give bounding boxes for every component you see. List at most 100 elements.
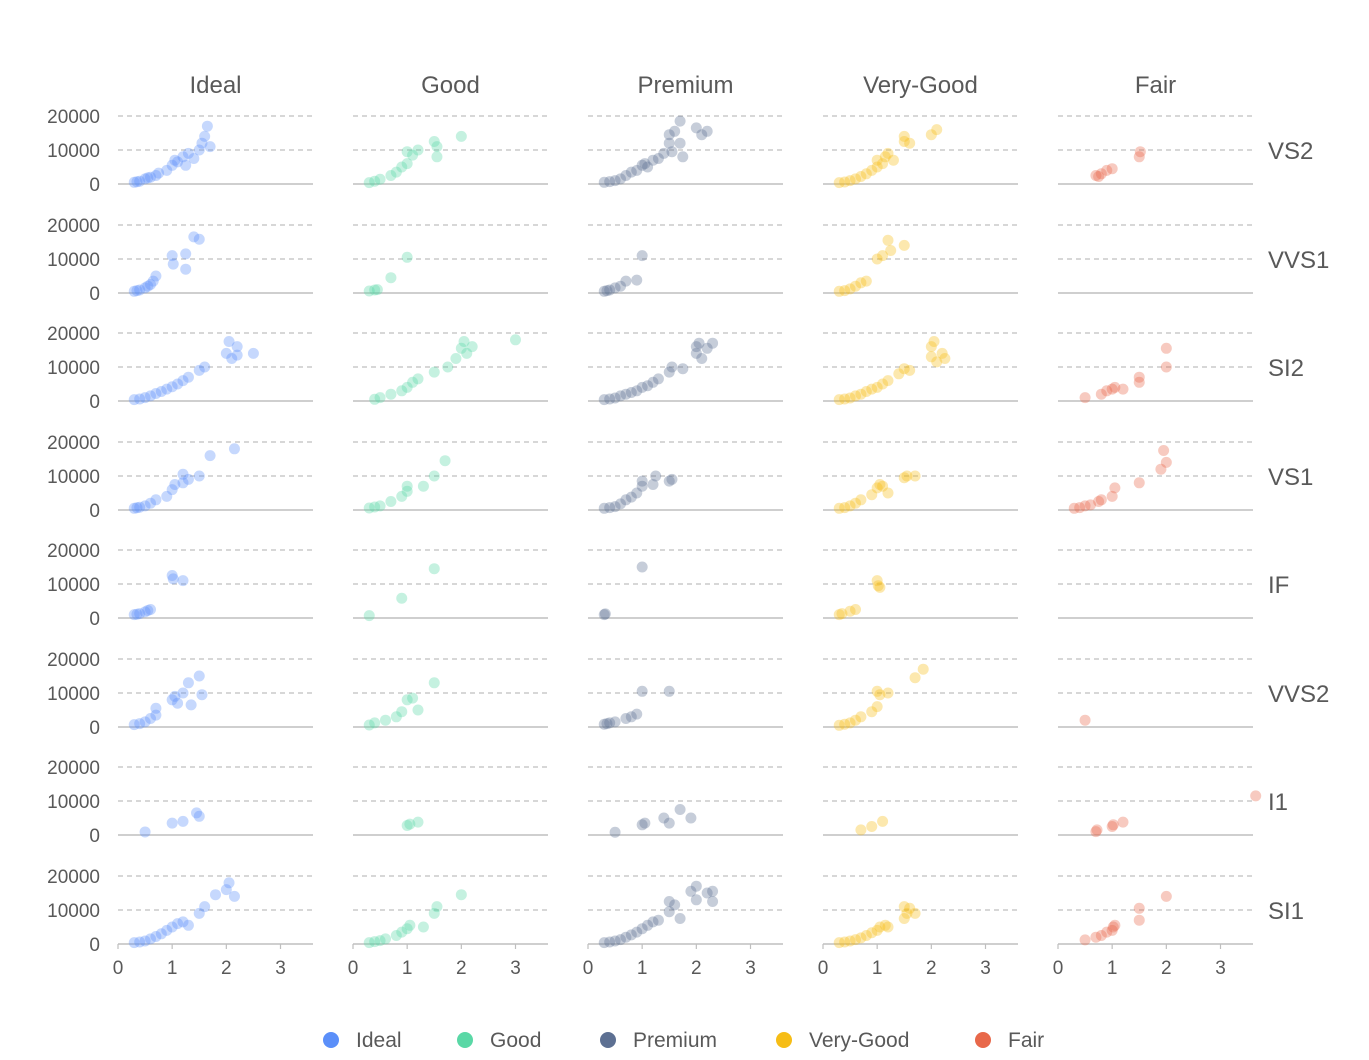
point-very-good-vvs1-6	[871, 253, 883, 265]
point-ideal-si1-3	[145, 933, 156, 945]
legend-item-premium[interactable]: Premium	[600, 1029, 717, 1052]
point-good-si2-10	[455, 342, 467, 354]
legend-item-good[interactable]: Good	[457, 1029, 541, 1052]
point-premium-vs2-15	[666, 146, 678, 158]
point-very-good-vvs1-5	[860, 275, 872, 287]
point-good-si1-0	[363, 937, 375, 949]
point-premium-vs2-11	[652, 153, 664, 164]
legend-item-fair[interactable]: Fair	[975, 1029, 1044, 1052]
point-ideal-si2-14	[223, 336, 235, 347]
point-very-good-si1-6	[866, 927, 878, 939]
point-premium-vvs2-8	[663, 685, 675, 697]
point-good-vs2-13	[455, 130, 467, 142]
point-good-vvs2-7	[412, 704, 424, 716]
y-tick-label-i1-0: 0	[89, 826, 100, 847]
point-premium-vs2-14	[663, 129, 675, 141]
point-ideal-si1-5	[155, 928, 167, 940]
point-ideal-vvs2-6	[166, 694, 178, 706]
point-very-good-vs2-12	[887, 154, 899, 166]
point-premium-vs2-13	[663, 137, 675, 149]
point-ideal-vs2-5	[145, 171, 156, 183]
point-good-vs2-7	[401, 146, 413, 158]
point-ideal-si2-1	[134, 393, 146, 405]
point-very-good-si2-0	[833, 394, 845, 406]
point-very-good-vs1-5	[866, 489, 878, 501]
point-good-si1-3	[380, 933, 391, 945]
x-tick-label-very-good-2: 2	[926, 958, 937, 979]
point-ideal-vs1-14	[228, 443, 240, 455]
point-ideal-vvs2-7	[169, 690, 181, 702]
point-very-good-if-1	[836, 608, 848, 620]
point-ideal-if-6	[166, 570, 178, 581]
point-premium-si2-14	[690, 347, 702, 359]
point-premium-si2-0	[598, 394, 610, 406]
point-very-good-vvs2-2	[844, 717, 856, 729]
point-good-vvs2-0	[363, 719, 375, 731]
point-fair-vs1-7	[1109, 482, 1121, 494]
point-good-si2-6	[412, 373, 424, 385]
point-good-vs1-5	[401, 485, 413, 497]
point-fair-vs2-0	[1090, 170, 1102, 181]
row-label-i1: I1	[1268, 789, 1288, 816]
point-fair-si1-0	[1079, 934, 1091, 946]
point-premium-i1-2	[639, 817, 651, 829]
point-premium-vs2-6	[631, 164, 643, 176]
row-label-vs1: VS1	[1268, 464, 1313, 491]
point-good-vs2-5	[396, 161, 408, 173]
y-tick-label-si2-20000: 20000	[47, 324, 100, 345]
point-good-vs1-7	[417, 480, 429, 492]
point-good-i1-1	[404, 818, 416, 830]
point-ideal-vs2-6	[150, 170, 162, 181]
point-very-good-vs2-7	[871, 161, 883, 173]
label-layer: Ideal 0 1 2 3 Good 0 1 2 3 Premium 0 1 2 3 Very-Good 0 1 2…	[47, 72, 1329, 979]
point-premium-i1-5	[674, 804, 686, 815]
point-fair-vs2-6	[1134, 146, 1146, 158]
point-fair-si1-7	[1133, 914, 1145, 926]
point-good-vs1-3	[385, 496, 397, 507]
point-ideal-vvs1-9	[167, 258, 179, 270]
point-fair-i1-0	[1090, 826, 1102, 838]
legend-item-very-good[interactable]: Very-Good	[776, 1029, 909, 1052]
row-label-vvs2: VVS2	[1268, 681, 1329, 708]
point-good-si2-13	[466, 341, 478, 353]
point-very-good-vs1-7	[874, 479, 886, 490]
point-premium-si1-10	[652, 914, 664, 926]
point-very-good-vvs1-10	[898, 239, 910, 251]
point-ideal-vvs1-8	[166, 250, 178, 262]
point-very-good-vs2-3	[850, 173, 861, 185]
point-ideal-si1-13	[210, 889, 221, 901]
x-tick-label-very-good-0: 0	[818, 958, 829, 979]
point-ideal-vs1-3	[139, 500, 151, 512]
point-good-vvs2-4	[396, 706, 408, 718]
point-ideal-si1-15	[223, 877, 235, 889]
legend-item-ideal[interactable]: Ideal	[323, 1029, 402, 1052]
point-premium-if-2	[636, 561, 648, 573]
point-premium-si1-9	[647, 916, 659, 928]
point-good-if-0	[363, 610, 375, 622]
point-premium-vs2-7	[636, 159, 648, 171]
point-ideal-vvs1-10	[180, 248, 192, 260]
point-premium-vs2-17	[674, 115, 686, 127]
point-very-good-vs2-4	[855, 171, 867, 183]
point-premium-vs1-12	[666, 473, 678, 485]
point-ideal-vs2-4	[142, 172, 154, 184]
y-tick-label-vs2-10000: 10000	[47, 141, 100, 162]
point-good-vs1-8	[428, 470, 440, 482]
point-premium-si1-18	[701, 887, 713, 899]
point-premium-si1-12	[663, 896, 675, 907]
y-tick-label-vs1-20000: 20000	[47, 433, 100, 454]
y-tick-label-i1-10000: 10000	[47, 792, 100, 813]
point-very-good-vs2-6	[866, 164, 878, 176]
point-ideal-vs1-2	[134, 501, 146, 513]
point-ideal-vs2-11	[172, 156, 184, 168]
point-premium-si1-14	[674, 913, 686, 924]
point-ideal-vs2-17	[196, 137, 208, 149]
point-ideal-vs2-19	[201, 120, 213, 132]
point-fair-vs1-2	[1079, 500, 1091, 512]
point-premium-si1-3	[615, 934, 626, 946]
point-very-good-vs1-10	[898, 472, 910, 484]
point-premium-if-1	[599, 608, 611, 620]
point-ideal-vs1-6	[161, 490, 173, 502]
point-good-vs1-6	[401, 480, 413, 492]
point-good-vs1-1	[369, 501, 381, 513]
